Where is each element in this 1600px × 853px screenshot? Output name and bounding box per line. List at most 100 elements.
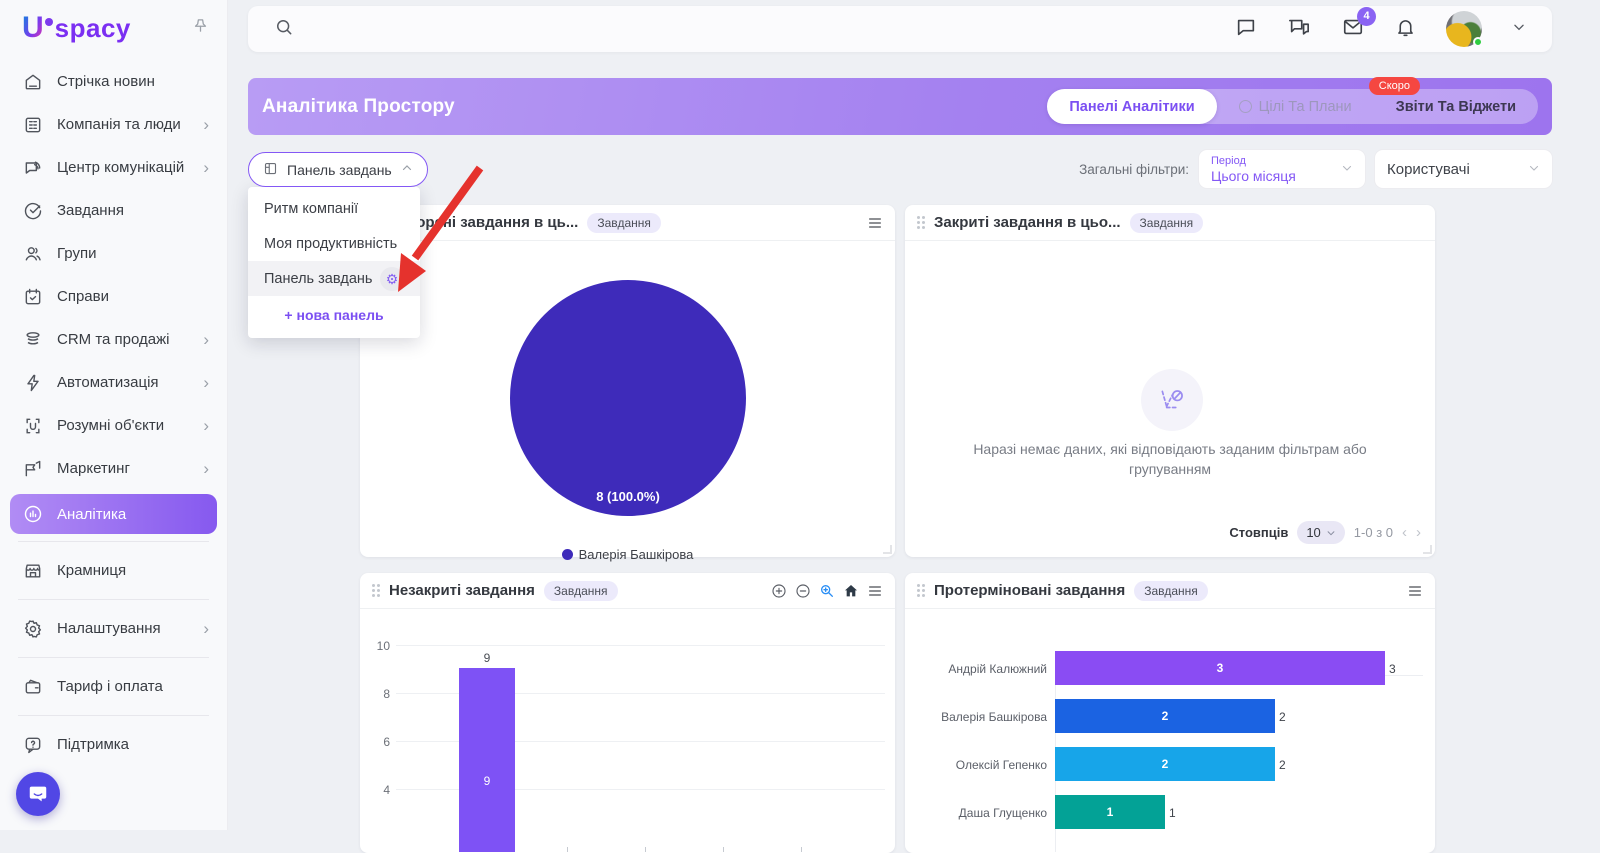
page-size-select[interactable]: 10 [1297,521,1345,544]
card-open-tasks: Незакриті завдання Завдання 10 8 6 4 9 9 [360,573,895,853]
tab-analytics-panels[interactable]: Панелі Аналітики [1047,89,1217,124]
tab-label: Цілі Та Плани [1258,98,1352,115]
sidebar-item-smart-objects[interactable]: Розумні об'єкти › [0,404,227,447]
x-axis-tick [567,847,568,852]
users-filter-select[interactable]: Користувачі [1375,150,1552,188]
logo-dot-icon [44,18,53,26]
chat-phone-icon [22,157,44,179]
period-caption: Період [1211,154,1246,167]
sidebar-item-support[interactable]: Підтримка [0,723,227,766]
menu-item-company-rhythm[interactable]: Ритм компанії [248,191,420,226]
sidebar-item-groups[interactable]: Групи [0,232,227,275]
menu-item-task-panel[interactable]: Панель завдань ⚙ [248,261,420,296]
y-axis-tick: 4 [383,783,390,797]
menu-item-my-productivity[interactable]: Моя продуктивність [248,226,420,261]
sidebar-item-automation[interactable]: Автоматизація › [0,361,227,404]
mail-icon[interactable]: 4 [1341,6,1376,43]
columns-label: Стовпців [1229,525,1289,540]
sidebar-item-newsfeed[interactable]: Стрічка новин [0,60,227,103]
drag-handle-icon[interactable] [917,584,925,597]
bar-inner-value: 2 [1161,757,1169,771]
chevron-right-icon: › [203,618,209,638]
chat-icon[interactable] [1235,16,1257,43]
logo[interactable]: U spacy [0,0,227,56]
bar-dasha[interactable]: 1 [1055,795,1165,829]
category-label: Олексій Гепенко [955,758,1047,772]
pie-legend[interactable]: Валерія Башкірова [360,547,895,562]
sidebar-item-activities[interactable]: Справи [0,275,227,318]
sidebar-item-marketing[interactable]: Маркетинг › [0,447,227,490]
resize-handle[interactable] [1423,545,1432,554]
x-axis-tick [801,847,802,852]
global-filters: Загальні фільтри: Період Цього місяця Ко… [1079,150,1552,188]
tab-label: Звіти Та Віджети [1395,98,1516,115]
users-value: Користувачі [1387,160,1470,178]
bell-icon[interactable] [1395,16,1416,43]
sidebar-item-settings[interactable]: Налаштування › [0,607,227,650]
entity-badge: Завдання [1134,580,1208,601]
user-avatar[interactable] [1446,11,1483,47]
drag-handle-icon[interactable] [372,584,380,597]
card-menu-icon[interactable] [1407,583,1423,599]
tab-label: Панелі Аналітики [1069,98,1195,115]
sidebar: U spacy Стрічка новин Компанія та люди ›… [0,0,228,830]
profile-chevron-down-icon[interactable] [1512,20,1526,39]
tab-reports-widgets[interactable]: Звіти Та Віджети [1374,89,1538,124]
group-chat-icon[interactable] [1287,16,1311,43]
divider [18,541,209,542]
online-status-dot [1473,37,1483,47]
lightning-icon [22,372,44,394]
x-axis-tick [723,847,724,852]
resize-handle[interactable] [883,545,892,554]
legend-dot [561,549,573,560]
pin-sidebar-icon[interactable] [192,17,209,39]
chevron-down-icon [1315,162,1353,177]
bar-andrii[interactable]: 3 [1055,651,1385,685]
bar-oleksii[interactable]: 2 [1055,747,1275,781]
goal-circle-icon [1238,100,1252,113]
card-created-tasks: Створені завдання в ць... Завдання 8 (10… [360,205,895,562]
range-label: 1-0 з 0 [1353,525,1393,540]
next-page-icon[interactable]: › [1416,524,1421,541]
card-menu-icon[interactable] [867,583,883,599]
sidebar-item-label: Справи [57,288,109,305]
bar-valeriia[interactable]: 2 [1055,699,1275,733]
sidebar-item-label: CRM та продажі [57,331,170,348]
sidebar-item-communications[interactable]: Центр комунікацій › [0,146,227,189]
hbar-chart-area: Андрій Калюжний 3 3 Валерія Башкірова 2 … [905,609,1435,852]
wallet-icon [22,676,44,698]
prev-page-icon[interactable]: ‹ [1402,524,1407,541]
bar-chart-area: 10 8 6 4 9 9 [360,609,895,852]
zoom-out-icon[interactable] [795,583,811,599]
intercom-launcher-button[interactable] [16,772,60,816]
sidebar-item-store[interactable]: Крамниця [0,549,227,592]
new-panel-button[interactable]: + нова панель [248,296,420,334]
selection-zoom-icon[interactable] [819,583,835,599]
bar-value: 1 [1169,806,1176,820]
panel-settings-gear-icon[interactable]: ⚙ [380,266,404,291]
divider [18,599,209,600]
sidebar-item-label: Автоматизація [57,374,159,391]
reset-home-icon[interactable] [843,583,859,599]
sidebar-item-company[interactable]: Компанія та люди › [0,103,227,146]
search-icon[interactable] [274,17,294,42]
board-selector-menu: Ритм компанії Моя продуктивність Панель … [248,187,420,338]
zoom-in-icon[interactable] [771,583,787,599]
period-filter-select[interactable]: Період Цього місяця [1199,150,1365,188]
sidebar-item-label: Групи [57,245,97,262]
pie-slice[interactable] [510,280,746,516]
bar-valeriia[interactable] [459,668,515,852]
sidebar-item-tasks[interactable]: Завдання [0,189,227,232]
marketing-icon [22,458,44,480]
drag-handle-icon[interactable] [917,216,925,229]
soon-badge: Скоро [1368,77,1420,95]
sidebar-item-crm[interactable]: CRM та продажі › [0,318,227,361]
divider [18,715,209,716]
tab-goals-plans: Цілі Та Плани [1217,89,1374,124]
sidebar-item-billing[interactable]: Тариф і оплата [0,665,227,708]
board-selector-button[interactable]: Панель завдань [248,152,428,187]
card-menu-icon[interactable] [867,215,883,231]
bar-value: 2 [1279,758,1286,772]
sidebar-item-analytics[interactable]: Аналітика [10,494,217,534]
menu-item-label: Моя продуктивність [264,235,398,252]
